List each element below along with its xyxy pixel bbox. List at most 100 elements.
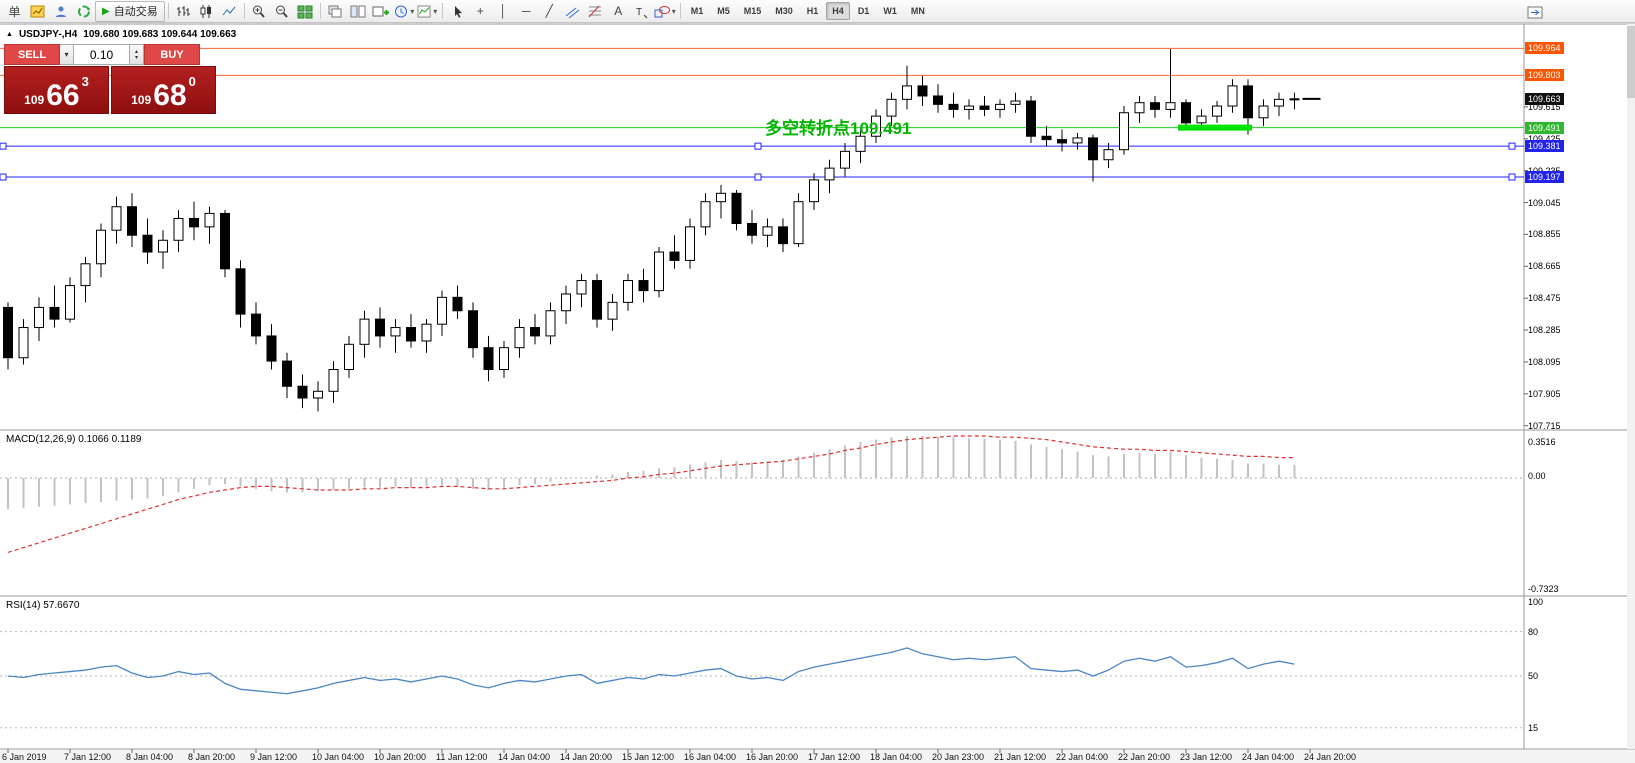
- timeframe-M30[interactable]: M30: [775, 6, 793, 16]
- candle-body: [468, 310, 478, 349]
- zoom-in-icon[interactable]: [248, 1, 271, 22]
- candle-body: [592, 280, 602, 320]
- candle-body: [1274, 98, 1284, 107]
- timeframe-D1[interactable]: D1: [857, 6, 870, 16]
- cascade-windows-icon[interactable]: [324, 1, 347, 22]
- candlestick-chart-icon[interactable]: [195, 1, 218, 22]
- add-chart-icon[interactable]: [370, 1, 393, 22]
- timeframe-M1[interactable]: M1: [690, 6, 704, 16]
- candle-body: [34, 306, 44, 329]
- shapes-icon[interactable]: ▾: [653, 1, 677, 22]
- spinner-down-icon[interactable]: ▾: [134, 54, 138, 61]
- buy-button[interactable]: BUY: [144, 44, 200, 65]
- order-button[interactable]: 单: [8, 4, 21, 19]
- candle-body: [623, 280, 633, 303]
- candle-body: [390, 327, 401, 337]
- vertical-line-icon[interactable]: │: [499, 4, 507, 18]
- candle-body: [65, 285, 75, 320]
- line-handle[interactable]: [1508, 142, 1516, 150]
- candle-body: [530, 327, 540, 337]
- lot-spinner[interactable]: ▴ ▾: [130, 44, 144, 65]
- ohlc-values: 109.680 109.683 109.644 109.663: [83, 29, 237, 40]
- sell-price-button[interactable]: 109 66 3: [4, 66, 109, 114]
- crosshair-icon[interactable]: +: [476, 4, 484, 18]
- line-chart-icon[interactable]: [218, 1, 241, 22]
- buy-price-base: 109: [131, 93, 152, 107]
- dropdown-caret-icon: ▾: [671, 6, 676, 16]
- arrange-windows-icon[interactable]: [347, 1, 370, 22]
- candle-body: [840, 150, 850, 169]
- vertical-scrollbar-track[interactable]: [1627, 24, 1635, 749]
- new-chart-icon[interactable]: [26, 1, 49, 22]
- candle-body: [266, 335, 277, 362]
- lot-dropdown-caret[interactable]: ▾: [60, 44, 74, 65]
- candle-body: [1041, 135, 1052, 141]
- candle-body: [1150, 102, 1160, 110]
- period-selector-icon[interactable]: ▾: [393, 1, 416, 22]
- candle-body: [731, 192, 742, 225]
- chart-shift-icon[interactable]: [1524, 2, 1547, 23]
- candle-body: [871, 115, 881, 137]
- lot-size-input[interactable]: [74, 44, 130, 65]
- candle-body: [359, 318, 370, 345]
- line-handle[interactable]: [754, 142, 762, 150]
- text-tool-icon[interactable]: A: [614, 4, 623, 18]
- indicators-icon[interactable]: ▾: [416, 1, 439, 22]
- candle-body: [220, 212, 230, 270]
- line-handle[interactable]: [0, 142, 7, 150]
- candle-body: [452, 296, 463, 312]
- candle-body: [933, 95, 943, 105]
- line-handle[interactable]: [0, 173, 7, 181]
- vertical-scrollbar-thumb[interactable]: [1627, 26, 1635, 98]
- rsi-line: [7, 647, 1295, 695]
- timeframe-M15[interactable]: M15: [743, 6, 762, 16]
- chart-window-title: ▲ USDJPY-,H4 109.680 109.683 109.644 109…: [6, 29, 236, 40]
- horizontal-line-icon[interactable]: ─: [521, 4, 531, 18]
- zoom-out-icon[interactable]: [271, 1, 294, 22]
- sell-button[interactable]: SELL: [4, 44, 60, 65]
- bar-chart-icon[interactable]: [172, 1, 195, 22]
- profiles-icon[interactable]: [49, 1, 72, 22]
- refresh-icon[interactable]: [72, 1, 95, 22]
- candle-body: [3, 306, 13, 359]
- autotrading-play-icon: ▶: [102, 5, 110, 17]
- text-label-icon[interactable]: T: [630, 1, 653, 22]
- collapse-triangle-icon[interactable]: ▲: [6, 31, 13, 38]
- candle-body: [173, 217, 184, 241]
- candle-body: [142, 234, 153, 253]
- timeframe-H4[interactable]: H4: [826, 2, 850, 20]
- line-handle[interactable]: [754, 173, 762, 181]
- candle-body: [809, 179, 819, 203]
- timeframe-group: M1 M5 M15 M30 H1 H4 D1 W1 MN: [684, 2, 932, 20]
- candle-body: [995, 103, 1005, 110]
- candle-body: [747, 223, 757, 236]
- timeframe-H1[interactable]: H1: [806, 6, 819, 16]
- candle-body: [1227, 85, 1238, 107]
- timeframe-M5[interactable]: M5: [717, 6, 730, 16]
- buy-price-button[interactable]: 109 68 0: [111, 66, 216, 114]
- channel-icon[interactable]: [561, 1, 584, 22]
- timeframe-W1[interactable]: W1: [883, 6, 897, 16]
- candle-body: [654, 251, 664, 292]
- pivot-annotation[interactable]: 多空转折点109.491: [765, 119, 912, 138]
- time-axis-background[interactable]: [0, 750, 1635, 763]
- svg-text:T: T: [636, 7, 642, 18]
- candle-body: [1196, 115, 1207, 124]
- buy-price-pips: 68: [153, 79, 187, 112]
- candle-body: [18, 327, 29, 359]
- candle-body: [979, 105, 990, 110]
- spinner-up-icon[interactable]: ▴: [134, 48, 138, 55]
- autotrading-button[interactable]: ▶ 自动交易: [95, 0, 165, 22]
- fibonacci-icon[interactable]: [584, 1, 607, 22]
- timeframe-MN[interactable]: MN: [910, 6, 925, 16]
- line-handle[interactable]: [1508, 173, 1516, 181]
- sell-price-base: 109: [24, 93, 45, 107]
- tile-windows-icon[interactable]: [294, 1, 317, 22]
- cursor-icon[interactable]: [446, 1, 469, 22]
- candle-body: [514, 327, 525, 349]
- trendline-icon[interactable]: ╱: [545, 4, 553, 18]
- candle-body: [1119, 112, 1129, 151]
- candle-body: [235, 268, 246, 315]
- candle-body: [762, 226, 773, 236]
